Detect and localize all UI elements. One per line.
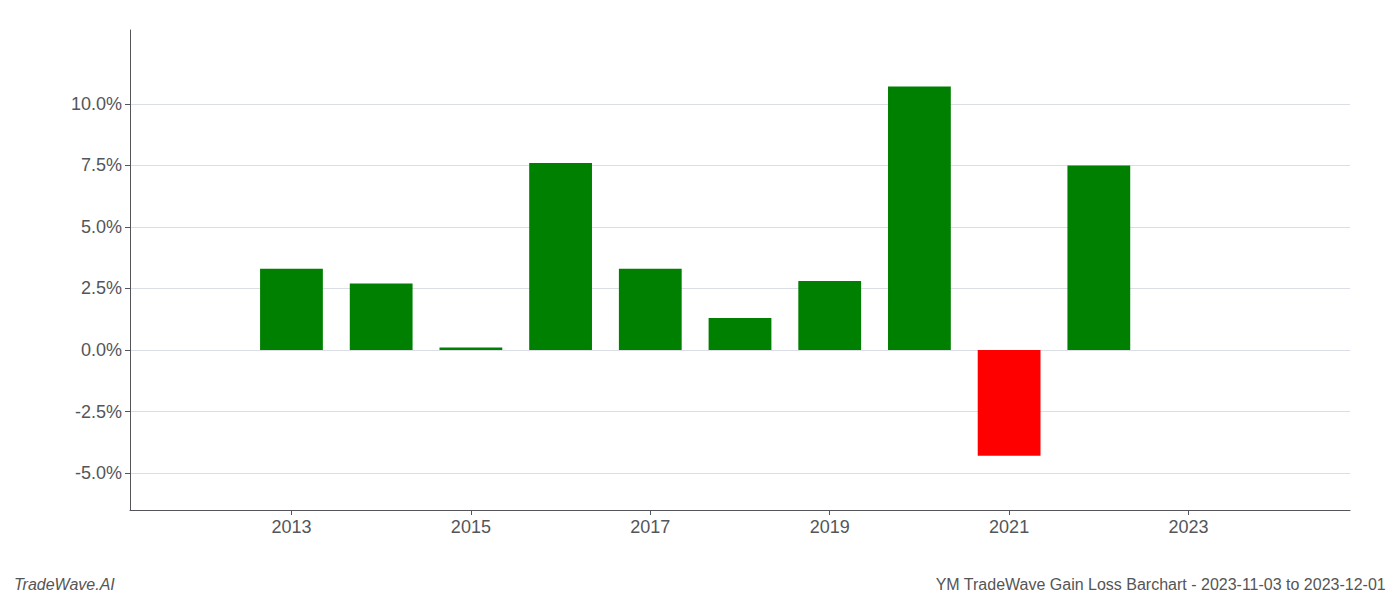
svg-text:TradeWave.AI: TradeWave.AI	[14, 576, 115, 593]
svg-text:0.0%: 0.0%	[81, 340, 122, 360]
svg-text:5.0%: 5.0%	[81, 217, 122, 237]
svg-text:2013: 2013	[271, 517, 311, 537]
svg-text:-2.5%: -2.5%	[75, 402, 122, 422]
svg-text:YM TradeWave Gain Loss Barchar: YM TradeWave Gain Loss Barchart - 2023-1…	[936, 576, 1386, 593]
svg-text:-5.0%: -5.0%	[75, 463, 122, 483]
svg-text:10.0%: 10.0%	[71, 94, 122, 114]
svg-text:2023: 2023	[1169, 517, 1209, 537]
svg-text:2.5%: 2.5%	[81, 278, 122, 298]
svg-text:7.5%: 7.5%	[81, 155, 122, 175]
svg-text:2015: 2015	[451, 517, 491, 537]
svg-text:2021: 2021	[989, 517, 1029, 537]
svg-text:2019: 2019	[810, 517, 850, 537]
svg-text:2017: 2017	[630, 517, 670, 537]
